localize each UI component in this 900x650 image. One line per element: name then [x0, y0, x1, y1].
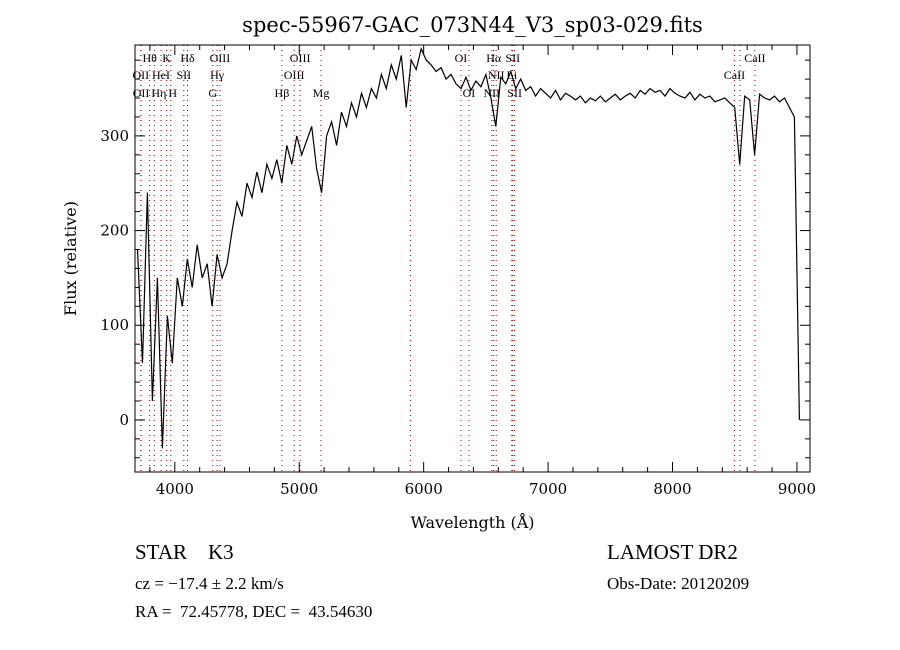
- spectral-line-label: Hβ: [275, 86, 290, 100]
- x-tick-label: 6000: [405, 480, 443, 498]
- x-tick-label: 9000: [778, 480, 816, 498]
- spectral-line-label: NII: [488, 68, 505, 82]
- coordinates: RA = 72.45778, DEC = 43.54630: [135, 602, 373, 621]
- x-tick-label: 4000: [156, 480, 194, 498]
- obs-date: Obs-Date: 20120209: [607, 574, 750, 593]
- y-tick-label: 100: [100, 316, 129, 334]
- object-class: STAR K3: [135, 540, 234, 564]
- chart-title: spec-55967-GAC_073N44_V3_sp03-029.fits: [242, 13, 703, 37]
- spectral-line-label: Mg: [313, 86, 330, 100]
- spectral-line-label: OI: [455, 51, 468, 65]
- spectral-line-label: OII: [133, 86, 150, 100]
- spectral-line-label: G: [208, 86, 217, 100]
- spectral-line-label: SII: [176, 68, 191, 82]
- x-tick-label: 7000: [529, 480, 567, 498]
- x-axis-label: Wavelength (Å): [410, 512, 534, 532]
- spectral-line-label: Hδ: [180, 51, 195, 65]
- spectral-line-label: CaII: [744, 51, 765, 65]
- spectral-line-label: CaII: [724, 68, 745, 82]
- x-tick-label: 8000: [653, 480, 691, 498]
- survey-name: LAMOST DR2: [607, 540, 738, 564]
- spectral-line-label: OIII: [290, 51, 311, 65]
- spectral-line-label: OIII: [210, 51, 231, 65]
- spectral-line-label: Hα: [486, 51, 502, 65]
- spectral-line-label: SII: [507, 86, 522, 100]
- spectral-line-label: Hγ: [210, 68, 225, 82]
- spectral-line-label: OII: [133, 68, 150, 82]
- y-tick-label: 300: [100, 127, 129, 145]
- spectral-line-label: H: [168, 86, 177, 100]
- y-tick-label: 0: [119, 411, 129, 429]
- spectral-line-label: HeI: [152, 68, 170, 82]
- spectral-line-label: SII: [505, 51, 520, 65]
- spectral-line-label: Hθ: [142, 51, 157, 65]
- y-tick-label: 200: [100, 222, 129, 240]
- spectral-line-label: OIII: [284, 68, 305, 82]
- x-tick-label: 5000: [280, 480, 318, 498]
- spectral-line-label: OI: [463, 86, 476, 100]
- spectral-line-label: K: [162, 51, 171, 65]
- spectral-line-label: NII: [484, 86, 501, 100]
- spectral-line-label: Hη: [151, 86, 166, 100]
- plot-frame: [134, 44, 811, 473]
- y-axis-label: Flux (relative): [61, 201, 80, 316]
- spectrum-line: [136, 46, 800, 449]
- redshift-cz: cz = −17.4 ± 2.2 km/s: [135, 574, 284, 593]
